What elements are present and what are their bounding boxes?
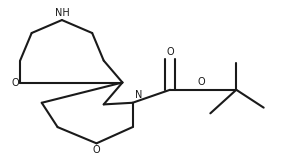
Text: O: O — [198, 77, 205, 87]
Text: O: O — [166, 47, 174, 57]
Text: NH: NH — [54, 8, 69, 18]
Text: O: O — [11, 78, 19, 87]
Text: O: O — [93, 145, 100, 155]
Text: N: N — [135, 90, 142, 100]
